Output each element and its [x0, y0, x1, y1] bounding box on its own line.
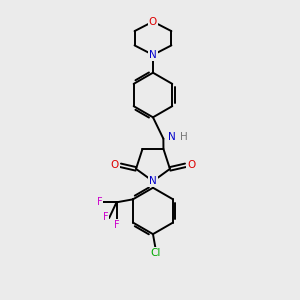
Text: Cl: Cl [150, 248, 161, 258]
Text: O: O [187, 160, 196, 170]
Text: N: N [168, 132, 176, 142]
Text: O: O [149, 16, 157, 27]
Text: F: F [103, 212, 108, 223]
Text: N: N [149, 50, 157, 60]
Text: F: F [114, 220, 119, 230]
Text: O: O [110, 160, 119, 170]
Text: N: N [149, 176, 157, 186]
Text: F: F [97, 197, 102, 207]
Text: H: H [180, 132, 188, 142]
